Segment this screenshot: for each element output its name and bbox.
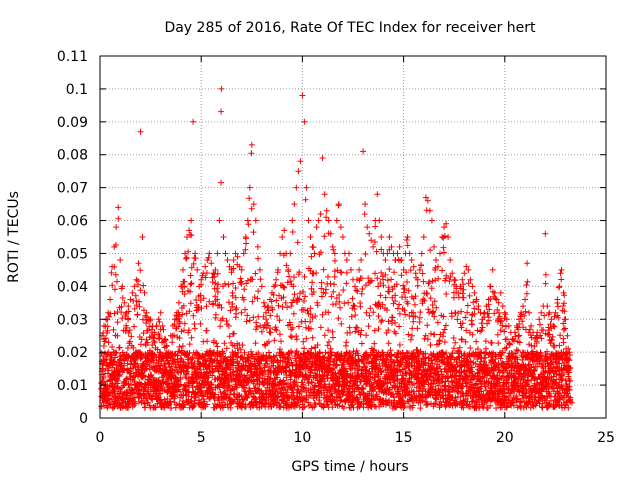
y-tick-labels: 0 0.01 0.02 0.03 0.04 0.05 0.06 0.07 0.08 0.09 0.1…: [57, 49, 88, 427]
x-tick-label: 10: [293, 430, 311, 446]
y-tick-label: 0.07: [57, 181, 88, 197]
plot-frame: [99, 55, 607, 419]
chart-title: Day 285 of 2016, Rate Of TEC Index for r…: [164, 20, 536, 36]
y-tick-label: 0.04: [57, 279, 88, 295]
y-tick-label: 0.08: [57, 148, 88, 164]
axis-ticks: [99, 55, 607, 419]
x-tick-labels: 0 5 10 15 20 25: [96, 430, 615, 446]
x-tick-label: 20: [496, 430, 514, 446]
y-tick-label: 0: [79, 411, 88, 427]
x-tick-label: 25: [597, 430, 615, 446]
y-tick-label: 0.01: [57, 378, 88, 394]
y-tick-label: 0.09: [57, 115, 88, 131]
y-tick-label: 0.1: [66, 82, 88, 98]
y-tick-label: 0.11: [57, 49, 88, 65]
y-tick-label: 0.06: [57, 214, 88, 230]
roti-point-markers: [98, 85, 575, 412]
y-tick-label: 0.05: [57, 246, 88, 262]
y-tick-label: 0.02: [57, 345, 88, 361]
y-tick-label: 0.03: [57, 312, 88, 328]
x-tick-label: 0: [96, 430, 105, 446]
x-tick-label: 5: [197, 430, 206, 446]
y-axis-label: ROTI / TECUs: [6, 191, 22, 283]
x-tick-label: 15: [395, 430, 413, 446]
x-axis-label: GPS time / hours: [291, 459, 408, 475]
data-points: [98, 85, 575, 412]
